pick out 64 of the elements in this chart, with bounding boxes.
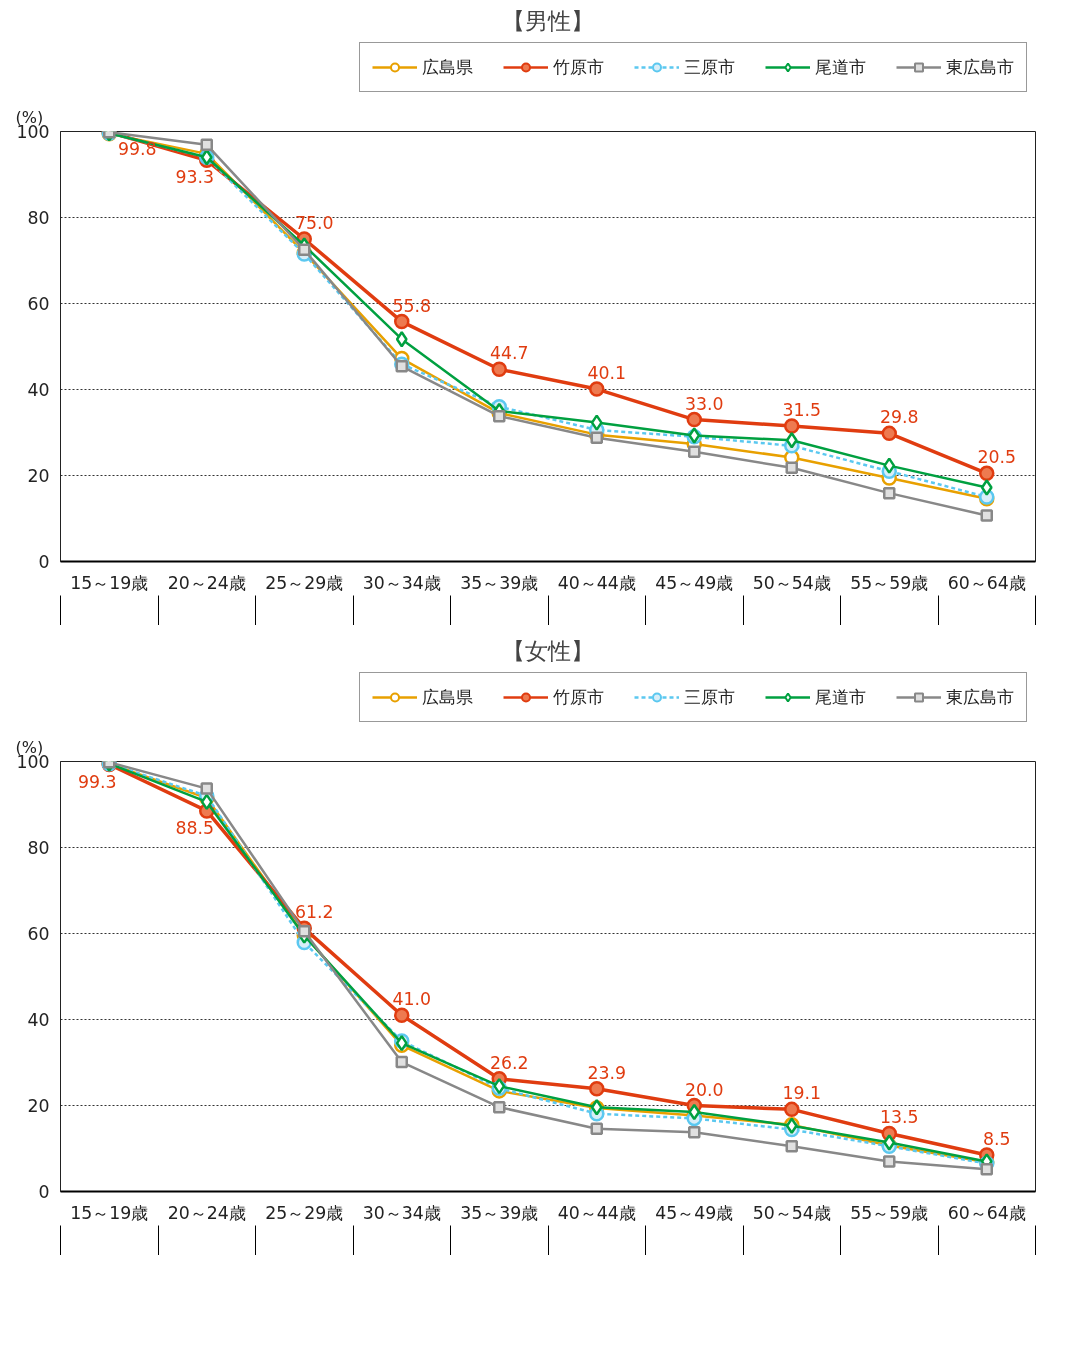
data-label: 88.5 bbox=[175, 817, 215, 838]
data-label: 8.5 bbox=[982, 1128, 1011, 1149]
data-label: 19.1 bbox=[782, 1083, 822, 1104]
x-tick-label: 25～29歳 bbox=[265, 1202, 344, 1223]
chart-title: 【男性】 bbox=[502, 7, 594, 34]
legend-label: 三原市 bbox=[684, 686, 735, 709]
x-tick-label: 35～39歳 bbox=[460, 1202, 539, 1223]
y-tick-label: 60 bbox=[27, 924, 50, 944]
data-label: 41.0 bbox=[392, 989, 432, 1010]
y-tick-label: 20 bbox=[27, 1096, 50, 1116]
data-label: 99.8 bbox=[117, 139, 157, 160]
data-label: 99.3 bbox=[77, 771, 117, 792]
legend-label: 広島県 bbox=[422, 56, 473, 79]
x-tick-label: 30～34歳 bbox=[362, 572, 441, 593]
data-label: 40.1 bbox=[587, 363, 627, 384]
x-tick-label: 15～19歳 bbox=[70, 1202, 149, 1223]
x-tick-label: 30～34歳 bbox=[362, 1202, 441, 1223]
data-label: 93.3 bbox=[175, 167, 215, 188]
x-tick-label: 20～24歳 bbox=[167, 572, 246, 593]
x-tick-label: 55～59歳 bbox=[850, 1202, 929, 1223]
y-tick-label: 80 bbox=[27, 838, 50, 858]
x-tick-label: 45～49歳 bbox=[655, 1202, 734, 1223]
legend-label: 広島県 bbox=[422, 686, 473, 709]
x-tick-label: 50～54歳 bbox=[752, 572, 831, 593]
data-label: 23.9 bbox=[587, 1062, 627, 1083]
data-label: 20.5 bbox=[977, 447, 1017, 468]
data-label: 29.8 bbox=[879, 407, 919, 428]
y-tick-label: 20 bbox=[27, 466, 50, 486]
data-label: 33.0 bbox=[684, 393, 724, 414]
x-tick-label: 45～49歳 bbox=[655, 572, 734, 593]
x-tick-label: 40～44歳 bbox=[557, 1202, 636, 1223]
x-tick-label: 60～64歳 bbox=[947, 572, 1026, 593]
legend-label: 三原市 bbox=[684, 56, 735, 79]
y-tick-label: 0 bbox=[38, 552, 50, 572]
y-tick-label: 60 bbox=[27, 294, 50, 314]
y-tick-label: 0 bbox=[38, 1182, 50, 1202]
x-tick-label: 35～39歳 bbox=[460, 572, 539, 593]
x-tick-label: 55～59歳 bbox=[850, 572, 929, 593]
legend-label: 東広島市 bbox=[946, 56, 1014, 79]
data-label: 31.5 bbox=[782, 400, 822, 421]
y-tick-label: 80 bbox=[27, 208, 50, 228]
data-label: 20.0 bbox=[684, 1079, 724, 1100]
x-tick-label: 50～54歳 bbox=[752, 1202, 831, 1223]
chart-title: 【女性】 bbox=[502, 637, 594, 664]
legend-label: 東広島市 bbox=[946, 686, 1014, 709]
legend-label: 竹原市 bbox=[553, 56, 604, 79]
x-tick-label: 25～29歳 bbox=[265, 572, 344, 593]
y-axis-title: (%) bbox=[15, 737, 44, 757]
legend-label: 竹原市 bbox=[553, 686, 604, 709]
y-tick-label: 40 bbox=[27, 1010, 50, 1030]
y-axis-title: (%) bbox=[15, 107, 44, 127]
x-tick-label: 60～64歳 bbox=[947, 1202, 1026, 1223]
x-tick-label: 40～44歳 bbox=[557, 572, 636, 593]
data-label: 75.0 bbox=[294, 213, 334, 233]
y-tick-label: 40 bbox=[27, 380, 50, 400]
legend-label: 尾道市 bbox=[815, 56, 866, 79]
data-label: 44.7 bbox=[489, 343, 529, 364]
legend-label: 尾道市 bbox=[815, 686, 866, 709]
x-tick-label: 20～24歳 bbox=[167, 1202, 246, 1223]
data-label: 61.2 bbox=[294, 902, 334, 923]
x-tick-label: 15～19歳 bbox=[70, 572, 149, 593]
data-label: 26.2 bbox=[489, 1052, 529, 1073]
data-label: 13.5 bbox=[879, 1107, 919, 1128]
data-label: 55.8 bbox=[392, 295, 432, 316]
